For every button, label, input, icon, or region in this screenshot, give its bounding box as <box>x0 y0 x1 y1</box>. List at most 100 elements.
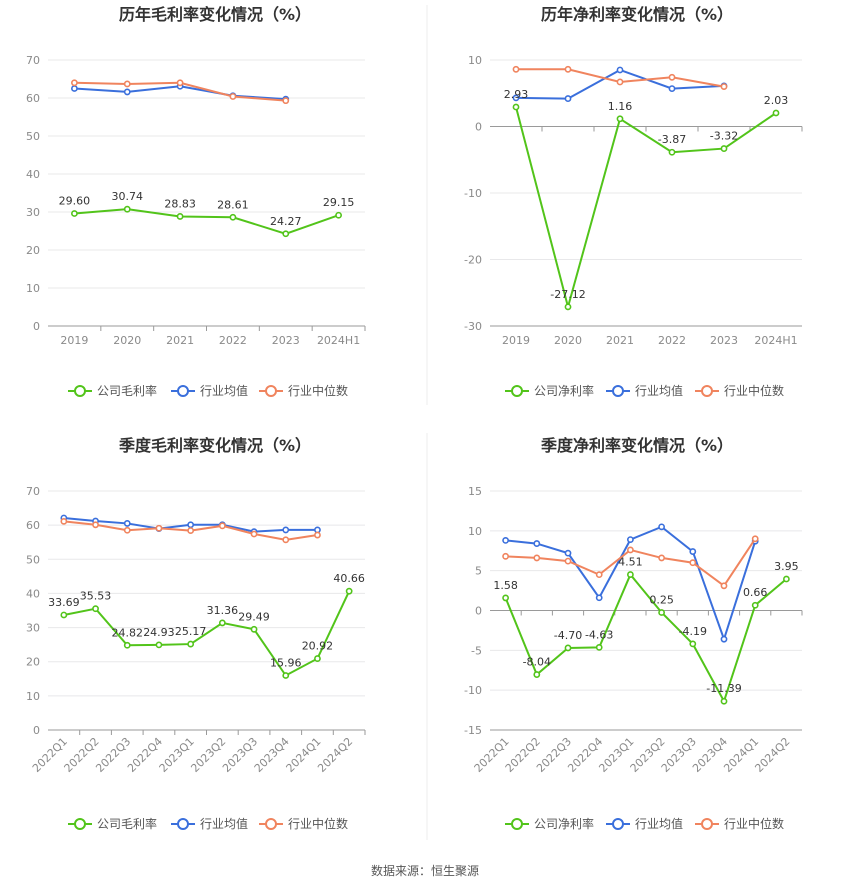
legend-marker-median <box>701 385 713 397</box>
data-label: 35.53 <box>80 590 112 603</box>
legend-marker-company <box>74 385 86 397</box>
data-point-median <box>314 531 321 539</box>
data-point-median <box>564 65 572 73</box>
y-tick-label: 0 <box>475 121 482 134</box>
x-tick-label: 2022 <box>658 334 686 347</box>
legend-marker-median <box>701 818 713 830</box>
x-tick-label: 2021 <box>166 334 194 347</box>
data-point-company <box>314 655 321 662</box>
chart-title: 历年净利率变化情况（%） <box>541 5 733 24</box>
data-point-company <box>783 575 790 583</box>
data-point-median <box>229 93 237 100</box>
data-point-median <box>668 73 676 81</box>
data-point-median <box>720 83 728 90</box>
data-point-median <box>123 526 131 534</box>
data-label: -3.32 <box>710 130 738 143</box>
chart-quarterly-gross-margin: 季度毛利率变化情况（%）0102030405060702022Q12022Q22… <box>26 436 366 831</box>
y-tick-label: 70 <box>26 54 40 67</box>
data-label: 29.60 <box>59 195 91 208</box>
data-point-avg <box>668 85 676 92</box>
y-tick-label: 0 <box>33 320 40 333</box>
data-point-median <box>71 79 78 87</box>
data-label: 2.93 <box>504 88 529 101</box>
data-point-avg <box>502 536 509 544</box>
legend-marker-avg <box>612 385 624 397</box>
chart-title: 历年毛利率变化情况（%） <box>119 5 311 24</box>
legend-marker-median <box>265 385 277 397</box>
data-label: 30.74 <box>112 190 144 203</box>
legend-marker-company <box>511 818 523 830</box>
chart-title: 季度毛利率变化情况（%） <box>118 436 311 455</box>
x-tick-label: 2020 <box>554 334 582 347</box>
data-point-company <box>720 145 728 152</box>
data-point-median <box>720 582 728 590</box>
legend-marker-company <box>511 385 523 397</box>
series-line-company <box>63 590 351 677</box>
data-label: 0.25 <box>649 593 674 606</box>
data-point-company <box>658 609 665 616</box>
chart-quarterly-net-margin: 季度净利率变化情况（%）-15-10-50510152022Q12022Q220… <box>464 436 803 831</box>
data-label: -4.63 <box>585 628 613 641</box>
data-point-avg <box>616 66 624 74</box>
x-tick-label: 2024Q2 <box>315 735 355 775</box>
data-point-avg <box>564 95 572 102</box>
data-label: -4.70 <box>554 629 582 642</box>
legend-label: 行业中位数 <box>724 383 784 398</box>
data-point-avg <box>512 94 520 102</box>
y-tick-label: 50 <box>26 130 40 143</box>
data-label: -3.87 <box>658 133 686 146</box>
data-point-company <box>71 210 78 217</box>
legend-label: 公司净利率 <box>534 816 594 831</box>
data-point-median <box>502 552 509 560</box>
legend-label: 行业均值 <box>200 816 248 831</box>
data-label: 28.83 <box>164 197 196 210</box>
data-source-note: 数据来源：恒生聚源 <box>370 864 479 878</box>
data-point-avg <box>595 594 603 602</box>
data-label: -27.12 <box>550 288 585 301</box>
data-point-company <box>176 213 184 220</box>
data-point-median <box>123 80 131 88</box>
data-label: 15.96 <box>270 657 302 670</box>
legend-label: 公司毛利率 <box>97 816 157 831</box>
data-point-median <box>282 97 290 105</box>
data-point-company <box>502 594 509 602</box>
data-point-avg <box>564 549 572 557</box>
x-tick-label: 2020 <box>113 334 141 347</box>
data-point-avg <box>282 526 290 534</box>
x-tick-label: 2019 <box>60 334 88 347</box>
data-label: 31.36 <box>207 604 239 617</box>
data-label: 2.03 <box>764 94 789 107</box>
data-point-company <box>627 571 634 578</box>
y-tick-label: 20 <box>26 656 40 669</box>
data-point-company <box>60 611 68 619</box>
y-tick-label: 60 <box>26 519 40 532</box>
data-point-company <box>616 115 624 123</box>
data-label: 24.82 <box>112 626 144 639</box>
y-tick-label: 40 <box>26 168 40 181</box>
data-point-company <box>123 641 131 649</box>
data-point-company <box>751 601 759 609</box>
data-point-median <box>92 521 99 529</box>
data-point-median <box>595 571 603 579</box>
data-label: 0.66 <box>743 586 768 599</box>
data-label: -8.04 <box>523 656 551 669</box>
data-point-median <box>250 530 258 538</box>
data-point-company <box>282 230 290 238</box>
data-point-median <box>616 78 624 86</box>
y-tick-label: 70 <box>26 485 40 498</box>
data-point-median <box>218 522 226 530</box>
data-point-median <box>282 536 290 544</box>
data-point-avg <box>627 536 634 543</box>
legend-marker-median <box>265 818 277 830</box>
data-label: 1.58 <box>493 579 518 592</box>
data-point-avg <box>689 548 697 555</box>
chart-annual-gross-margin: 历年毛利率变化情况（%） 0 10 20 30 40 50 60 70 2019 2020 2021 2… <box>26 5 366 398</box>
data-point-company <box>250 625 258 633</box>
data-label: 24.93 <box>143 626 175 639</box>
y-tick-label: 30 <box>26 206 40 219</box>
data-point-company <box>720 697 728 705</box>
data-point-avg <box>187 521 195 529</box>
legend-label: 行业中位数 <box>288 383 348 398</box>
data-label: 40.66 <box>333 572 365 585</box>
legend-label: 公司毛利率 <box>97 383 157 398</box>
